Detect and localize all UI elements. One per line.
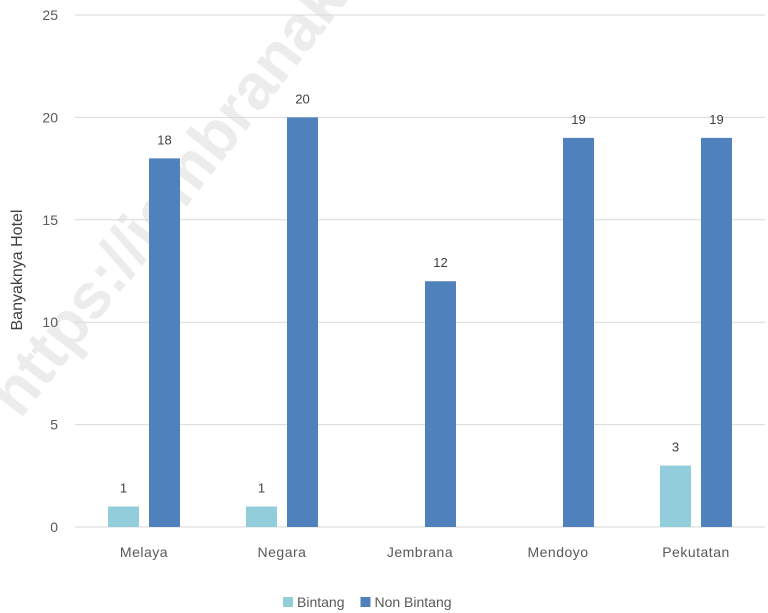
- legend-label: Bintang: [297, 594, 344, 610]
- data-labels: 1 18 1 20 12 19 3 19: [120, 91, 724, 495]
- data-label: 1: [120, 481, 127, 496]
- y-tick-label: 25: [42, 7, 58, 23]
- data-label: 19: [709, 112, 723, 127]
- legend-swatch: [283, 597, 293, 607]
- category-label: Negara: [258, 544, 307, 560]
- bars: [108, 117, 732, 528]
- data-label: 3: [672, 440, 679, 455]
- y-tick-label: 15: [42, 212, 58, 228]
- category-label: Pekutatan: [662, 544, 730, 560]
- legend-swatch: [360, 597, 371, 607]
- y-tick-label: 5: [50, 417, 58, 433]
- x-axis-categories: Melaya Negara Jembrana Mendoyo Pekutatan: [120, 544, 730, 560]
- bar-bintang: [660, 465, 691, 527]
- data-label: 20: [295, 91, 309, 106]
- bar-non-bintang: [701, 137, 732, 527]
- category-label: Mendoyo: [527, 544, 588, 560]
- category-label: Melaya: [120, 544, 168, 560]
- bar-non-bintang: [287, 117, 318, 528]
- data-label: 12: [433, 255, 447, 270]
- gridlines: [75, 14, 765, 528]
- y-axis-title: Banyaknya Hotel: [9, 210, 26, 331]
- y-tick-label: 10: [42, 314, 58, 330]
- bar-bintang: [246, 506, 277, 527]
- bar-non-bintang: [563, 137, 594, 527]
- category-label: Jembrana: [387, 544, 453, 560]
- bar-non-bintang: [425, 281, 456, 527]
- bar-non-bintang: [149, 158, 180, 528]
- data-label: 18: [157, 132, 171, 147]
- y-tick-label: 20: [42, 109, 58, 125]
- data-label: 19: [571, 112, 585, 127]
- legend: Bintang Non Bintang: [283, 594, 452, 610]
- bar-bintang: [108, 506, 139, 527]
- y-tick-label: 0: [50, 519, 58, 535]
- data-label: 1: [258, 481, 265, 496]
- y-axis-ticks: 0 5 10 15 20 25: [42, 7, 58, 535]
- legend-label: Non Bintang: [374, 594, 451, 610]
